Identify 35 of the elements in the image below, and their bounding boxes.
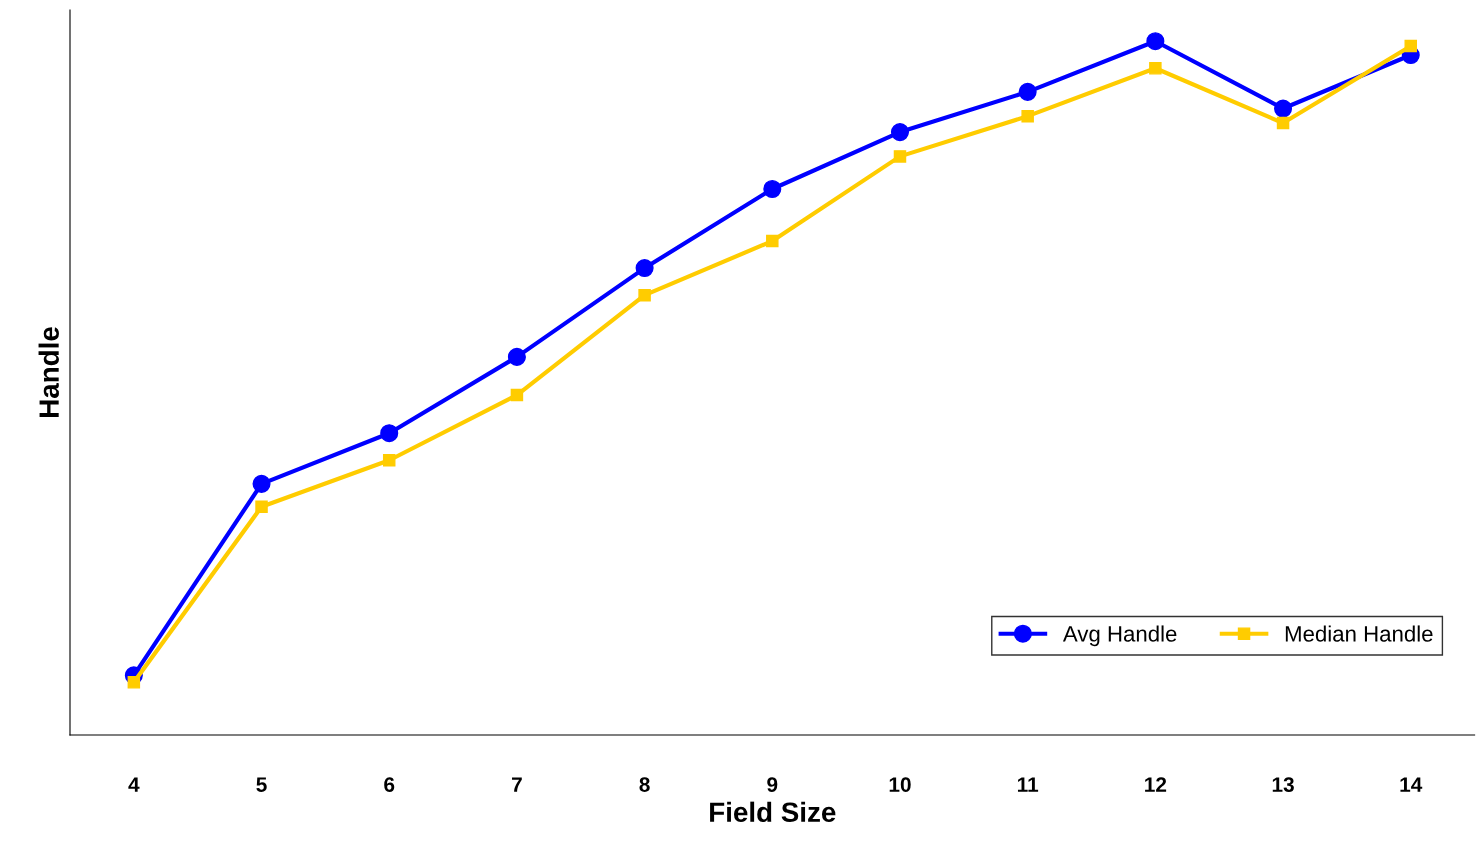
x-tick-label: 7 [512,777,522,792]
point [1274,99,1293,118]
point [1146,32,1165,51]
x-axis-title: Field Size [710,801,836,823]
x-tick-label: 14 [1400,777,1423,792]
point [893,150,907,163]
point [635,259,654,278]
point [507,347,526,366]
x-tick-label: 6 [384,777,395,792]
point [1149,62,1162,75]
point [127,676,141,689]
x-tick-label: 12 [1145,777,1167,792]
x-tick-label: 5 [256,777,267,792]
point [382,454,396,467]
x-tick-label: 9 [767,777,778,792]
point [1276,116,1290,130]
point [1018,82,1037,101]
point [890,123,910,142]
y-axis-title: Handle [38,327,59,417]
legend-label: Median Handle [1285,625,1433,642]
point [763,179,782,199]
x-tick-label: 4 [128,777,140,792]
point [1021,109,1034,123]
point [380,424,399,443]
x-tick-label: 11 [1017,777,1039,792]
point [510,388,524,402]
point [638,288,651,302]
x-tick-label: 13 [1272,777,1294,792]
legend-label: Avg Handle [1062,625,1177,647]
point [255,500,268,513]
point [1404,39,1418,53]
x-tick-label: 8 [639,777,650,792]
point [252,474,271,493]
x-tick-label: 10 [889,777,911,792]
point [766,234,779,248]
